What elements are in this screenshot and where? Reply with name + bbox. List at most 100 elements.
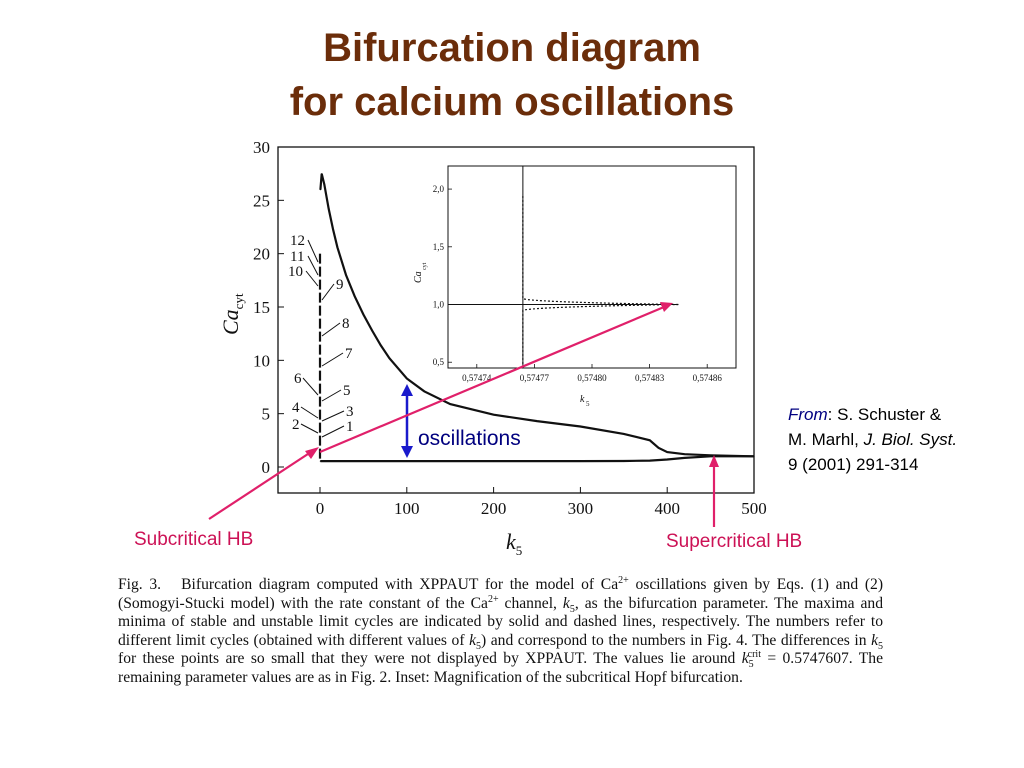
x-tick-label-4: 400 [654, 499, 680, 518]
point-minima-2 [493, 460, 495, 462]
inset-x-label-4: 0,57486 [693, 373, 723, 383]
cycle-label-10: 10 [288, 264, 303, 280]
main-plot-frame [277, 146, 755, 494]
point-maxima-15 [493, 414, 495, 416]
point-maxima-17 [579, 425, 582, 428]
inset-y-axis-sub: cyt [422, 262, 428, 270]
point-maxima-6 [345, 274, 347, 276]
y-tick-label-0: 0 [262, 458, 271, 477]
reference-line-2: M. Marhl, J. Biol. Syst. [788, 427, 957, 452]
series-minima [320, 455, 754, 463]
y-tick-label-1: 5 [262, 405, 271, 424]
main-x-axis-label: k5 [506, 529, 522, 558]
point-maxima-7 [354, 295, 356, 297]
point-maxima-9 [371, 329, 373, 332]
caption-text-2: oscillations given by Eqs. (1) and (2) (… [118, 576, 884, 612]
cycle-label-7: 7 [345, 346, 353, 362]
cycle-label-8: 8 [342, 316, 350, 332]
caption-sup-2: 2+ [487, 593, 499, 605]
main-y-ticks: 0 5 10 15 20 25 30 [253, 138, 284, 477]
cycle-label-2: 2 [292, 417, 300, 433]
y-tick-label-4: 20 [253, 245, 270, 264]
subcritical-arrow [208, 447, 319, 520]
cycle-label-1: 1 [346, 419, 354, 435]
reference-journal: J. Biol. Syst. [863, 430, 958, 449]
x-tick-label-5: 500 [741, 499, 767, 518]
caption-sub-4: 5 [748, 659, 754, 671]
cycle-arrow-6 [302, 377, 319, 396]
reference-block: From: S. Schuster & M. Marhl, J. Biol. S… [788, 402, 957, 477]
point-maxima-14 [449, 403, 451, 405]
main-y-axis-label: Cacyt [218, 293, 246, 335]
cycle-label-12: 12 [290, 233, 305, 249]
inset-pointer-arrow [319, 302, 673, 454]
point-maxima-0 [319, 189, 322, 191]
slide-title-line-1: Bifurcation diagram [323, 26, 701, 70]
inset-unstable-upper [522, 196, 679, 306]
inset-y-axis-label: Ca [413, 271, 424, 283]
point-maxima-2 [323, 183, 325, 185]
cycle-arrow-8 [321, 322, 341, 337]
supercritical-arrow [709, 455, 719, 527]
caption-text-6: for these points are so small that they … [118, 650, 742, 667]
point-maxima-10 [380, 344, 382, 346]
inset-y-label-0: 0,5 [433, 357, 445, 367]
caption-lead: Fig. 3. [118, 576, 162, 593]
oscillations-label: oscillations [418, 427, 521, 450]
y-tick-label-2: 10 [253, 351, 270, 370]
point-maxima-11 [388, 357, 391, 359]
point-maxima-3 [328, 208, 330, 210]
point-maxima-16 [536, 420, 538, 422]
x-tick-label-0: 0 [316, 499, 325, 518]
cycle-arrow-10 [305, 270, 319, 287]
cycle-arrow-2 [300, 423, 319, 434]
reference-line-3: 9 (2001) 291-314 [788, 455, 919, 474]
cycle-arrow-4 [300, 406, 319, 419]
point-maxima-12 [406, 377, 408, 380]
point-maxima-22 [683, 453, 686, 455]
point-minima-7 [683, 457, 686, 459]
point-maxima-13 [423, 390, 425, 392]
x-tick-label-3: 300 [568, 499, 594, 518]
cycle-label-9: 9 [336, 277, 344, 293]
cycle-arrow-5 [321, 389, 342, 402]
inset-x-label-3: 0,57483 [635, 373, 665, 383]
caption-sub-1: 5 [569, 603, 575, 615]
cycle-label-3: 3 [346, 404, 354, 420]
point-maxima-18 [623, 433, 625, 435]
caption-k-4: k [741, 650, 749, 667]
caption-k-3: k [871, 631, 879, 649]
point-maxima-4 [332, 228, 334, 230]
cycle-arrow-7 [321, 352, 344, 367]
point-minima-4 [623, 460, 625, 462]
subcritical-label: Subcritical HB [134, 529, 253, 550]
inset-x-label-2: 0,57480 [577, 373, 607, 383]
caption-sub-3: 5 [878, 640, 884, 652]
cycle-label-5: 5 [343, 383, 351, 399]
x-tick-label-2: 200 [481, 499, 507, 518]
point-minima-5 [649, 460, 651, 462]
point-maxima-20 [657, 447, 660, 449]
caption-text-1: Bifurcation diagram computed with XPPAUT… [181, 576, 619, 593]
point-minima-8 [710, 455, 712, 457]
caption-text-5: ) and correspond to the numbers in Fig. … [481, 631, 872, 649]
caption-k-2: k [469, 631, 476, 649]
reference-authors-2: M. Marhl, [788, 430, 864, 449]
inset-content: 0,57474 0,57477 0,57480 0,57483 0,57486 0,5 1,… [413, 166, 722, 408]
cycle-arrow-11 [307, 255, 319, 276]
point-maxima-8 [362, 313, 364, 316]
point-maxima-21 [666, 451, 668, 453]
x-tick-label-1: 100 [394, 499, 420, 518]
cycle-arrow-9 [321, 283, 335, 301]
supercritical-label: Supercritical HB [666, 531, 802, 552]
point-minima-9 [753, 455, 755, 457]
y-tick-label-5: 25 [253, 191, 270, 210]
point-minima-3 [579, 460, 582, 462]
main-curves [318, 173, 755, 463]
inset-unstable-lower [522, 303, 679, 364]
y-tick-label-3: 15 [253, 298, 270, 317]
point-maxima-19 [649, 439, 651, 441]
figure-caption: Fig. 3. Bifurcation diagram computed wit… [118, 575, 884, 687]
